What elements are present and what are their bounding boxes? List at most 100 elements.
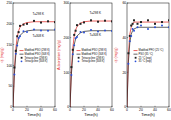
y-tick bbox=[13, 3, 14, 4]
y-tick bbox=[70, 37, 71, 38]
data-point bbox=[16, 44, 18, 46]
data-point bbox=[90, 19, 92, 21]
data-point bbox=[130, 25, 132, 27]
data-point bbox=[147, 19, 149, 21]
figure: 0501001502002500204060Time(h)qt (mg/g)T=… bbox=[0, 0, 171, 120]
legend-swatch bbox=[77, 54, 81, 55]
data-point bbox=[23, 24, 25, 26]
y-tick-label: 200 bbox=[7, 22, 13, 26]
data-point bbox=[33, 20, 35, 22]
y-tick-label: 150 bbox=[7, 43, 13, 47]
x-tick-label: 0 bbox=[12, 108, 14, 112]
data-point bbox=[26, 23, 28, 25]
data-point bbox=[47, 30, 49, 32]
data-point bbox=[13, 74, 15, 76]
data-point bbox=[137, 23, 139, 25]
y-tick-label: 50 bbox=[8, 84, 12, 88]
series-line bbox=[70, 21, 112, 107]
data-point bbox=[47, 20, 49, 22]
data-point bbox=[111, 20, 112, 22]
data-group bbox=[70, 19, 112, 107]
y-tick-label: 300 bbox=[64, 1, 70, 5]
legend-swatch bbox=[135, 57, 137, 59]
x-tick-label: 60 bbox=[110, 108, 114, 112]
series-line bbox=[13, 22, 55, 107]
annotation: T=308 K bbox=[89, 33, 100, 37]
y-tick-label: 200 bbox=[64, 36, 70, 40]
x-tick-label: 0 bbox=[69, 108, 71, 112]
data-point bbox=[54, 29, 55, 31]
data-point bbox=[70, 66, 72, 68]
series-line bbox=[13, 30, 55, 107]
data-point bbox=[16, 35, 18, 37]
data-point bbox=[15, 50, 17, 52]
x-tick bbox=[141, 106, 142, 107]
x-tick bbox=[41, 106, 42, 107]
series-line bbox=[127, 22, 169, 107]
legend-swatch bbox=[134, 54, 138, 55]
data-point bbox=[54, 21, 55, 23]
legend-label: Modified PSO (298 K) bbox=[82, 48, 107, 52]
data-point bbox=[161, 21, 163, 23]
y-tick bbox=[127, 37, 128, 38]
data-point bbox=[83, 21, 85, 23]
y-axis-label: qt (mg/g) bbox=[0, 47, 4, 63]
legend-label: Modified PSO (308 K) bbox=[25, 52, 50, 56]
x-tick-label: 60 bbox=[167, 108, 171, 112]
panel: 02040600204060Time(h)qt (mg/g)Modified P… bbox=[114, 1, 171, 117]
y-axis-label: Adsorption (mg/g) bbox=[57, 39, 61, 70]
data-point bbox=[90, 29, 92, 31]
data-point bbox=[75, 30, 77, 32]
legend-label: Tetracycline (298 K) bbox=[82, 56, 105, 60]
data-point bbox=[18, 31, 20, 33]
data-point bbox=[130, 35, 132, 37]
x-axis-label: Time(h) bbox=[27, 112, 41, 117]
annotation: T=298 K bbox=[32, 12, 43, 16]
data-point bbox=[140, 25, 142, 27]
x-tick bbox=[155, 106, 156, 107]
data-point bbox=[13, 66, 15, 68]
legend-swatch bbox=[77, 50, 81, 51]
data-point bbox=[33, 29, 35, 31]
y-tick bbox=[13, 65, 14, 66]
legend-swatch bbox=[20, 54, 24, 55]
x-tick-label: 60 bbox=[53, 108, 57, 112]
data-group bbox=[13, 20, 55, 107]
data-point bbox=[83, 31, 85, 33]
data-point bbox=[168, 26, 169, 28]
x-axis-label: Time(h) bbox=[141, 112, 155, 117]
legend-label: Tetracycline (308 K) bbox=[82, 59, 105, 63]
panel: 01002003000204060Time(h)Adsorption (mg/g… bbox=[57, 1, 114, 117]
data-point bbox=[73, 34, 75, 36]
y-tick-label: 100 bbox=[7, 64, 13, 68]
data-point bbox=[18, 37, 20, 39]
legend-swatch bbox=[21, 60, 23, 62]
data-point bbox=[127, 63, 129, 65]
data-point bbox=[133, 30, 135, 32]
x-tick bbox=[169, 106, 170, 107]
data-point bbox=[40, 22, 42, 24]
x-tick bbox=[84, 106, 85, 107]
legend-swatch bbox=[21, 57, 23, 59]
legend-label: Modified PSO (308 K) bbox=[82, 52, 107, 56]
data-point bbox=[147, 28, 149, 30]
data-point bbox=[80, 31, 82, 33]
legend-label: 35 °C (exp) bbox=[139, 59, 152, 63]
x-tick bbox=[27, 106, 28, 107]
data-point bbox=[140, 21, 142, 23]
legend-swatch bbox=[78, 57, 80, 59]
data-point bbox=[111, 30, 112, 32]
data-point bbox=[133, 19, 135, 21]
data-point bbox=[23, 30, 25, 32]
legend-swatch bbox=[78, 60, 80, 62]
data-point bbox=[129, 40, 131, 42]
data-point bbox=[19, 25, 21, 27]
legend-swatch bbox=[20, 50, 24, 51]
data-point bbox=[26, 31, 28, 33]
data-point bbox=[73, 44, 75, 46]
data-point bbox=[168, 19, 169, 21]
annotation: T=298 K bbox=[89, 11, 100, 15]
data-point bbox=[76, 24, 78, 26]
legend: Modified PSO (298 K)Modified PSO (308 K)… bbox=[77, 48, 107, 63]
legend-swatch bbox=[135, 60, 137, 62]
